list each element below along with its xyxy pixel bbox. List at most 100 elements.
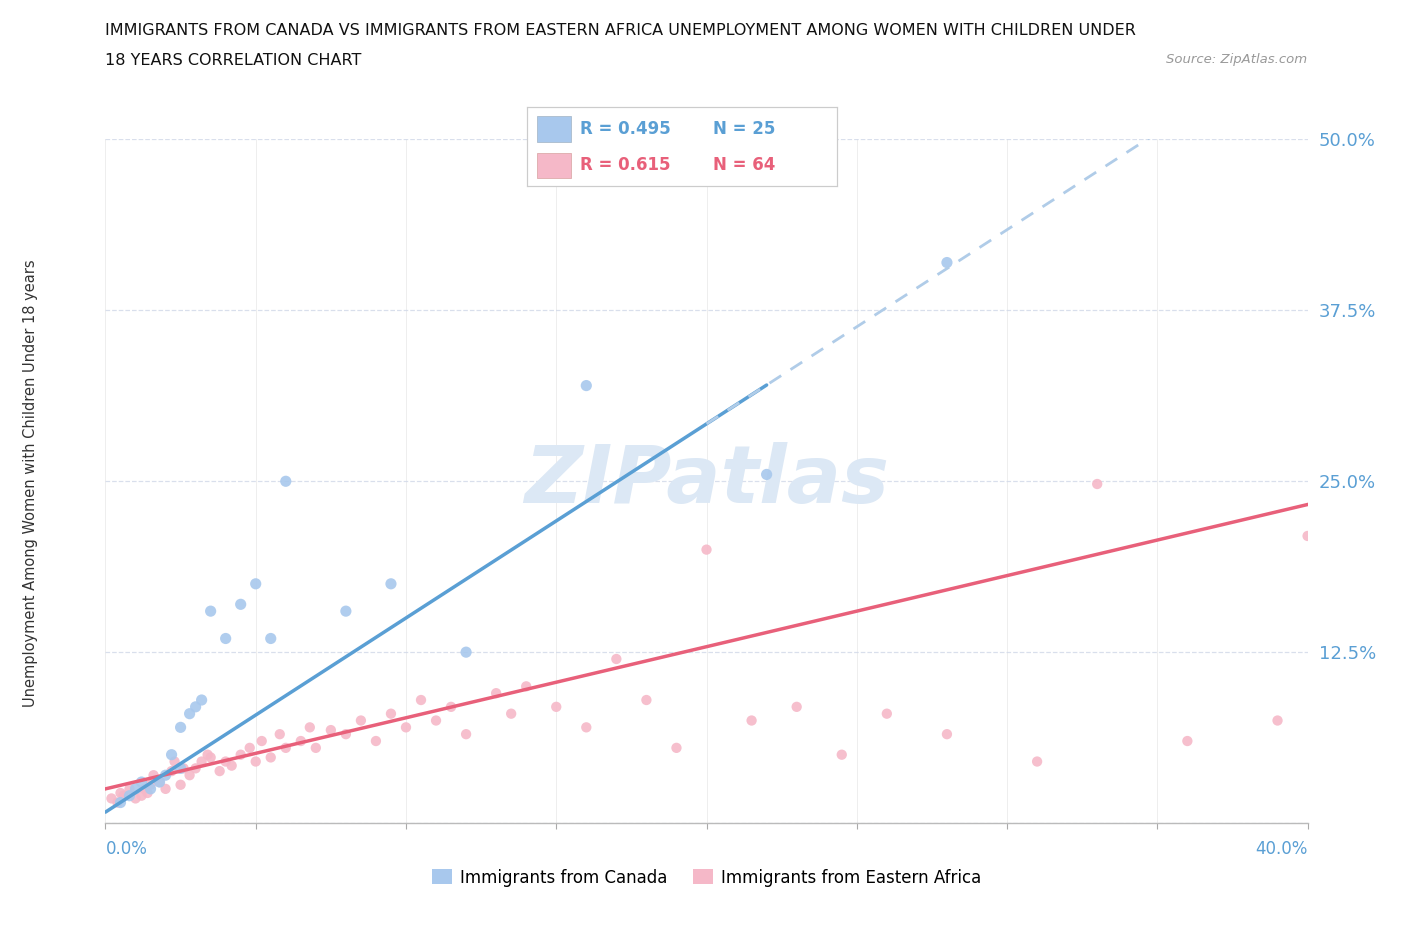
Point xyxy=(605,652,627,667)
FancyBboxPatch shape xyxy=(537,116,571,141)
Point xyxy=(155,768,177,783)
Point xyxy=(229,748,252,763)
Point xyxy=(876,706,898,721)
Point xyxy=(269,726,291,741)
Legend: Immigrants from Canada, Immigrants from Eastern Africa: Immigrants from Canada, Immigrants from … xyxy=(425,862,988,894)
Text: R = 0.615: R = 0.615 xyxy=(579,156,671,175)
Text: Unemployment Among Women with Children Under 18 years: Unemployment Among Women with Children U… xyxy=(24,259,38,708)
Point xyxy=(214,631,236,646)
Point xyxy=(229,597,252,612)
Point xyxy=(274,474,297,489)
Text: ZIPatlas: ZIPatlas xyxy=(524,443,889,520)
Text: IMMIGRANTS FROM CANADA VS IMMIGRANTS FROM EASTERN AFRICA UNEMPLOYMENT AMONG WOME: IMMIGRANTS FROM CANADA VS IMMIGRANTS FRO… xyxy=(105,23,1136,38)
Point xyxy=(1267,713,1289,728)
Point xyxy=(380,577,402,591)
Point xyxy=(831,748,853,763)
Point xyxy=(107,795,129,810)
Point xyxy=(142,768,165,783)
Point xyxy=(454,644,477,659)
Point xyxy=(274,740,297,755)
Point xyxy=(319,723,342,737)
Point xyxy=(454,726,477,741)
Point xyxy=(485,685,508,700)
Point xyxy=(395,720,418,735)
Point xyxy=(110,795,132,810)
Point xyxy=(163,754,186,769)
Point xyxy=(100,791,122,806)
Point xyxy=(190,754,212,769)
Point xyxy=(1026,754,1049,769)
Point xyxy=(214,754,236,769)
Point xyxy=(221,758,243,773)
Text: Source: ZipAtlas.com: Source: ZipAtlas.com xyxy=(1167,53,1308,66)
Point xyxy=(380,706,402,721)
Point xyxy=(305,740,328,755)
Point xyxy=(148,775,170,790)
Point xyxy=(200,750,222,764)
Point xyxy=(160,764,183,778)
Point xyxy=(184,761,207,776)
Text: 18 YEARS CORRELATION CHART: 18 YEARS CORRELATION CHART xyxy=(105,53,361,68)
Point xyxy=(148,775,170,790)
Point xyxy=(155,781,177,796)
Point xyxy=(139,781,162,796)
Point xyxy=(741,713,763,728)
Point xyxy=(197,748,219,763)
Point xyxy=(124,791,146,806)
Point xyxy=(190,693,212,708)
Point xyxy=(546,699,568,714)
Point xyxy=(184,699,207,714)
Point xyxy=(179,768,201,783)
Point xyxy=(936,726,959,741)
Point xyxy=(298,720,321,735)
Point xyxy=(335,726,357,741)
Text: 0.0%: 0.0% xyxy=(105,840,148,857)
Point xyxy=(118,789,141,804)
Point xyxy=(173,761,195,776)
Point xyxy=(179,706,201,721)
Point xyxy=(425,713,447,728)
Point xyxy=(208,764,231,778)
Point xyxy=(260,750,283,764)
Point xyxy=(239,740,262,755)
Point xyxy=(131,789,153,804)
Text: N = 64: N = 64 xyxy=(713,156,775,175)
Point xyxy=(134,781,156,796)
Point xyxy=(124,781,146,796)
Point xyxy=(636,693,658,708)
Point xyxy=(364,734,387,749)
Point xyxy=(169,720,191,735)
Point xyxy=(139,777,162,792)
Point xyxy=(409,693,432,708)
Point xyxy=(131,775,153,790)
Point xyxy=(250,734,273,749)
Point xyxy=(136,786,159,801)
Point xyxy=(118,781,141,796)
Point xyxy=(260,631,283,646)
Point xyxy=(1175,734,1198,749)
Point xyxy=(112,789,135,804)
Point xyxy=(1296,528,1319,543)
Point xyxy=(440,699,463,714)
Point xyxy=(350,713,373,728)
Text: R = 0.495: R = 0.495 xyxy=(579,120,671,138)
Text: 40.0%: 40.0% xyxy=(1256,840,1308,857)
Point xyxy=(696,542,718,557)
Point xyxy=(665,740,688,755)
Point xyxy=(169,777,191,792)
Point xyxy=(110,786,132,801)
Point xyxy=(1085,476,1108,491)
Point xyxy=(160,748,183,763)
Point xyxy=(575,720,598,735)
Point xyxy=(169,761,191,776)
Point xyxy=(245,577,267,591)
Point xyxy=(200,604,222,618)
Point xyxy=(575,379,598,393)
Point xyxy=(936,255,959,270)
Point xyxy=(501,706,523,721)
Point xyxy=(290,734,312,749)
Point xyxy=(786,699,808,714)
Point xyxy=(245,754,267,769)
Point xyxy=(335,604,357,618)
Point xyxy=(515,679,537,694)
